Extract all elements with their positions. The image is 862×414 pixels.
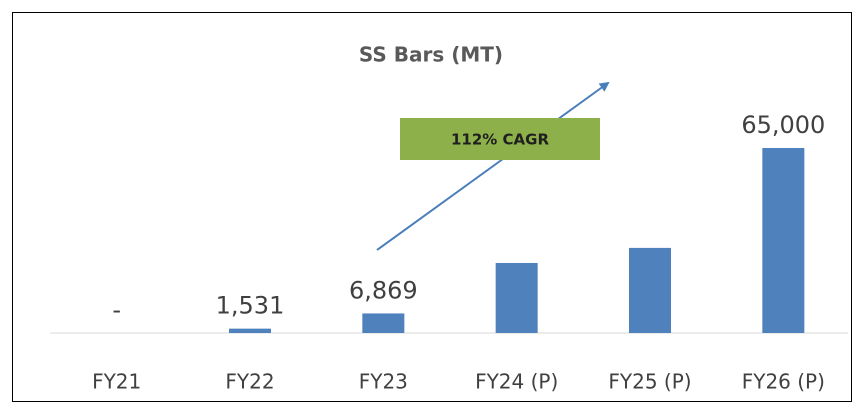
bar bbox=[229, 328, 271, 333]
cagr-arrow bbox=[376, 81, 610, 251]
x-tick-label: FY23 bbox=[359, 370, 408, 394]
x-tick-label: FY25 (P) bbox=[608, 370, 691, 394]
data-label: - bbox=[112, 296, 121, 324]
annotation-box bbox=[400, 118, 600, 160]
chart-frame bbox=[12, 12, 852, 402]
x-tick-label: FY26 (P) bbox=[742, 370, 825, 394]
bar bbox=[495, 262, 538, 333]
chart-title: SS Bars (MT) bbox=[359, 43, 503, 67]
annotation: 112% CAGR bbox=[451, 131, 549, 149]
x-tick-label: FY24 (P) bbox=[475, 370, 558, 394]
x-tick-label: FY21 bbox=[92, 370, 141, 394]
data-label: 65,000 bbox=[741, 111, 825, 139]
bar bbox=[762, 148, 805, 333]
bar bbox=[629, 247, 671, 333]
data-label: 6,869 bbox=[349, 276, 418, 304]
bar bbox=[362, 313, 405, 333]
data-label: 1,531 bbox=[216, 292, 285, 320]
x-tick-label: FY22 bbox=[225, 370, 274, 394]
